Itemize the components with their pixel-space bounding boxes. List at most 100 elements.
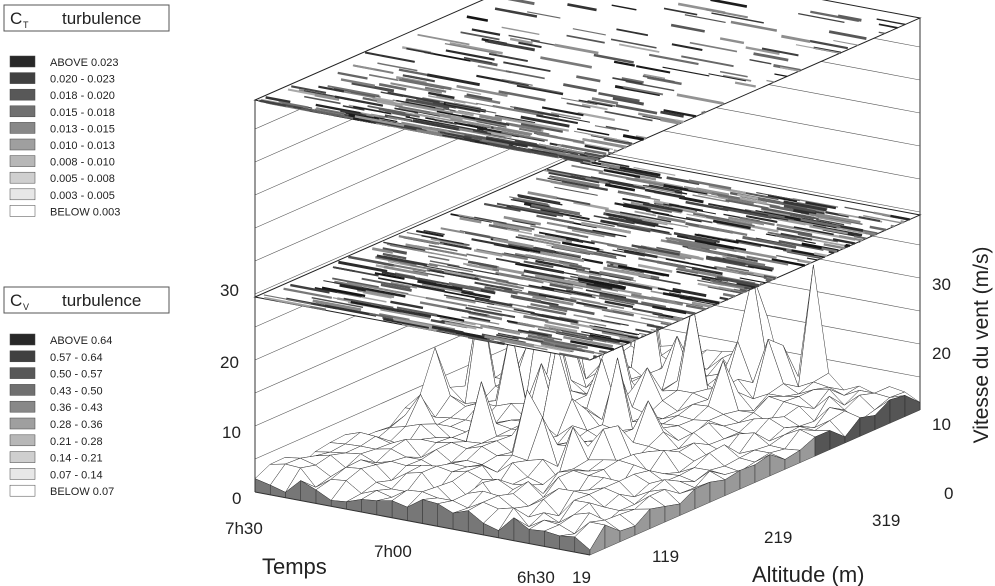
frame-line [619,337,633,343]
frame-line [744,286,752,291]
frame-line [585,177,608,184]
frame-line [642,202,683,213]
frame-line [401,121,449,134]
frame-line [567,225,616,238]
frame-line [554,345,585,353]
frame-line [612,96,644,106]
frame-line [468,316,491,323]
legend-title: turbulence [62,9,141,28]
frame-line [761,47,799,57]
frame-line [518,41,542,49]
frame-line [711,12,764,24]
frame-line [578,99,613,108]
frame-line [763,277,773,281]
frame-line [406,47,435,55]
frame-line [605,339,625,346]
frame-line [503,215,542,226]
frame-line [523,315,549,323]
frame-line [728,216,765,226]
legend-item: 0.43 - 0.50 [50,385,103,397]
frame-line [471,28,501,36]
frame-line [767,194,798,203]
frame-line [462,262,493,271]
frame-line [766,79,775,83]
frame-line [278,100,309,109]
frame-line [623,86,664,96]
frame-line [778,240,824,251]
frame-line [800,218,841,229]
frame-line [745,215,778,224]
frame-line [676,270,722,281]
legend-item: 0.008 - 0.010 [50,157,115,169]
frame-line [359,289,395,299]
frame-line [606,213,628,220]
frame-line [705,8,748,19]
frame-line [835,227,866,234]
frame-line [301,108,343,118]
frame-line [449,321,483,330]
frame-line [776,227,813,237]
frame-line [383,241,426,251]
surface-skirt [904,395,921,417]
frame-line [771,258,806,267]
frame-line [459,216,482,224]
frame-line [445,296,476,304]
frame-line [510,199,551,208]
frame-line [712,281,748,291]
frame-line [598,160,630,168]
frame-line [660,110,684,118]
frame-line [735,239,787,251]
legend-item: 0.21 - 0.28 [50,436,103,448]
frame-line [890,224,895,228]
frame-line [673,232,720,244]
frame-line [555,230,589,239]
frame-line [532,295,574,306]
frame-line [590,134,633,144]
frame-line [436,110,476,120]
frame-line [624,203,649,210]
frame-line [837,14,862,22]
frame-line [736,193,759,200]
frame-line [593,215,635,225]
frame-line [436,95,478,106]
frame-line [540,208,590,221]
frame-line [405,319,456,331]
frame-line [863,215,902,224]
frame-line [544,234,567,242]
legend-symbol: C [10,291,22,310]
frame-line [523,269,565,280]
frame-line [447,264,499,276]
frame-line [484,286,518,295]
frame-line [431,325,464,335]
frame-line [553,175,600,188]
frame-line [663,109,697,118]
frame-line [263,294,312,305]
frame-line [716,222,755,232]
frame-line [439,317,476,326]
frame-line [367,105,406,115]
frame-line [788,212,819,220]
frame-line [614,202,651,212]
frame-line [538,143,585,154]
right-tick: 30 [932,275,951,294]
frame-line [380,308,431,320]
frame-line [494,114,536,124]
frame-line [539,251,585,263]
frame-line [476,74,529,87]
frame-line [464,116,507,127]
frame-line [623,249,658,259]
frame-line [334,95,384,107]
frame-line [418,129,443,136]
frame-line [657,287,682,294]
frame-line [646,323,664,330]
frame-line [599,293,639,303]
frame-line [373,116,398,123]
frame-line [520,115,570,128]
frame-line [592,288,645,300]
frame-line [739,197,768,205]
frame-line [612,77,643,85]
frame-line [719,296,729,301]
frame-line [688,179,732,190]
frame-line [778,218,806,226]
